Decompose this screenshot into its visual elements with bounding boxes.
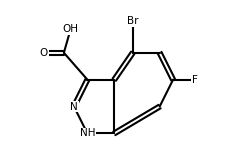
Text: O: O bbox=[40, 48, 48, 58]
Text: Br: Br bbox=[127, 16, 138, 26]
Text: OH: OH bbox=[63, 24, 79, 34]
Text: NH: NH bbox=[80, 128, 95, 138]
Text: F: F bbox=[192, 75, 198, 85]
Text: N: N bbox=[70, 102, 78, 112]
